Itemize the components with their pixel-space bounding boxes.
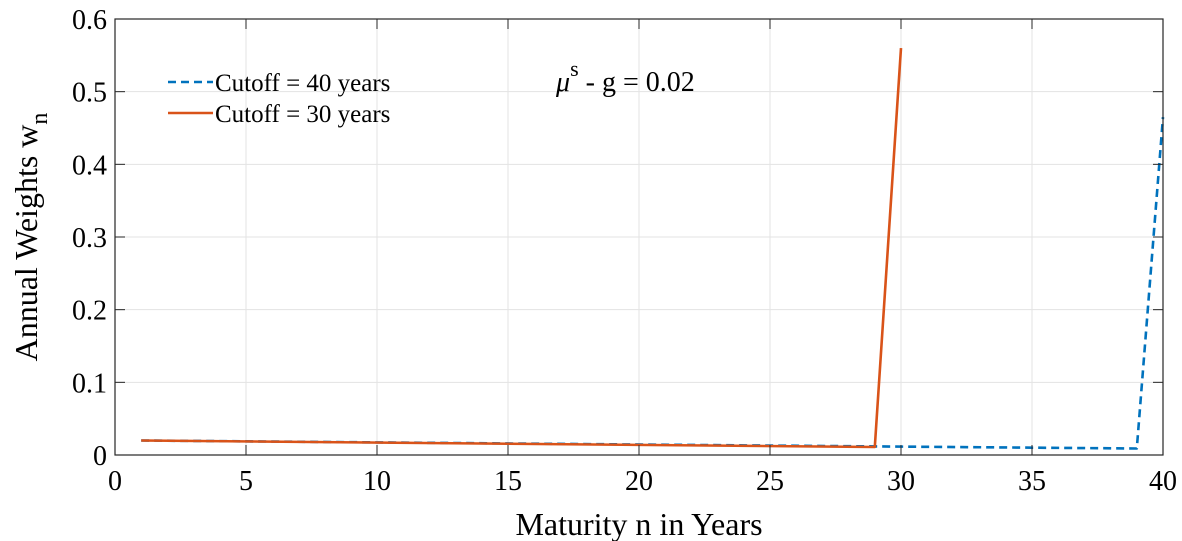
series-line-2: [141, 48, 903, 449]
annotation-superscript: s: [570, 56, 579, 81]
x-tick-label: 5: [239, 466, 253, 497]
annotation-mu: μ: [555, 67, 570, 98]
legend-label-1: Cutoff = 40 years: [215, 70, 390, 97]
grid: [115, 19, 1163, 455]
y-tick-label: 0.2: [72, 296, 107, 327]
y-tick-label: 0.4: [72, 150, 107, 181]
x-axis-label: Maturity n in Years: [515, 506, 762, 541]
x-tick-label: 30: [887, 466, 915, 497]
x-tick-label: 40: [1149, 466, 1177, 497]
y-tick-label: 0.6: [72, 5, 107, 36]
axes-box: [114, 18, 1164, 456]
x-tick-label: 10: [363, 466, 391, 497]
x-tick-label: 35: [1018, 466, 1046, 497]
y-tick-label: 0.3: [72, 223, 107, 254]
y-axis-label-main: Annual Weights w: [8, 125, 44, 362]
y-axis-label-subscript: n: [27, 113, 53, 125]
y-tick-label: 0.5: [72, 78, 107, 109]
y-tick-label: 0.1: [72, 368, 107, 399]
y-tick-label: 0: [93, 441, 107, 472]
x-tick-label: 15: [494, 466, 522, 497]
x-tick-label: 0: [108, 466, 122, 497]
x-tick-label: 25: [756, 466, 784, 497]
tick-labels: 0 5 10 15 20 25 30 35 40 0 0.1 0.2 0.3 0.4 0.5 0.6: [72, 5, 1177, 497]
x-tick-label: 20: [625, 466, 653, 497]
legend: Cutoff = 40 years Cutoff = 30 years: [168, 70, 390, 128]
axes: [114, 18, 1164, 456]
y-axis-label: Annual Weights wn: [8, 113, 53, 362]
legend-label-2: Cutoff = 30 years: [215, 101, 390, 128]
annotation-rest: - g = 0.02: [579, 67, 695, 98]
annotation-text: μs - g = 0.02: [555, 56, 695, 98]
series-layer: [141, 48, 1165, 450]
